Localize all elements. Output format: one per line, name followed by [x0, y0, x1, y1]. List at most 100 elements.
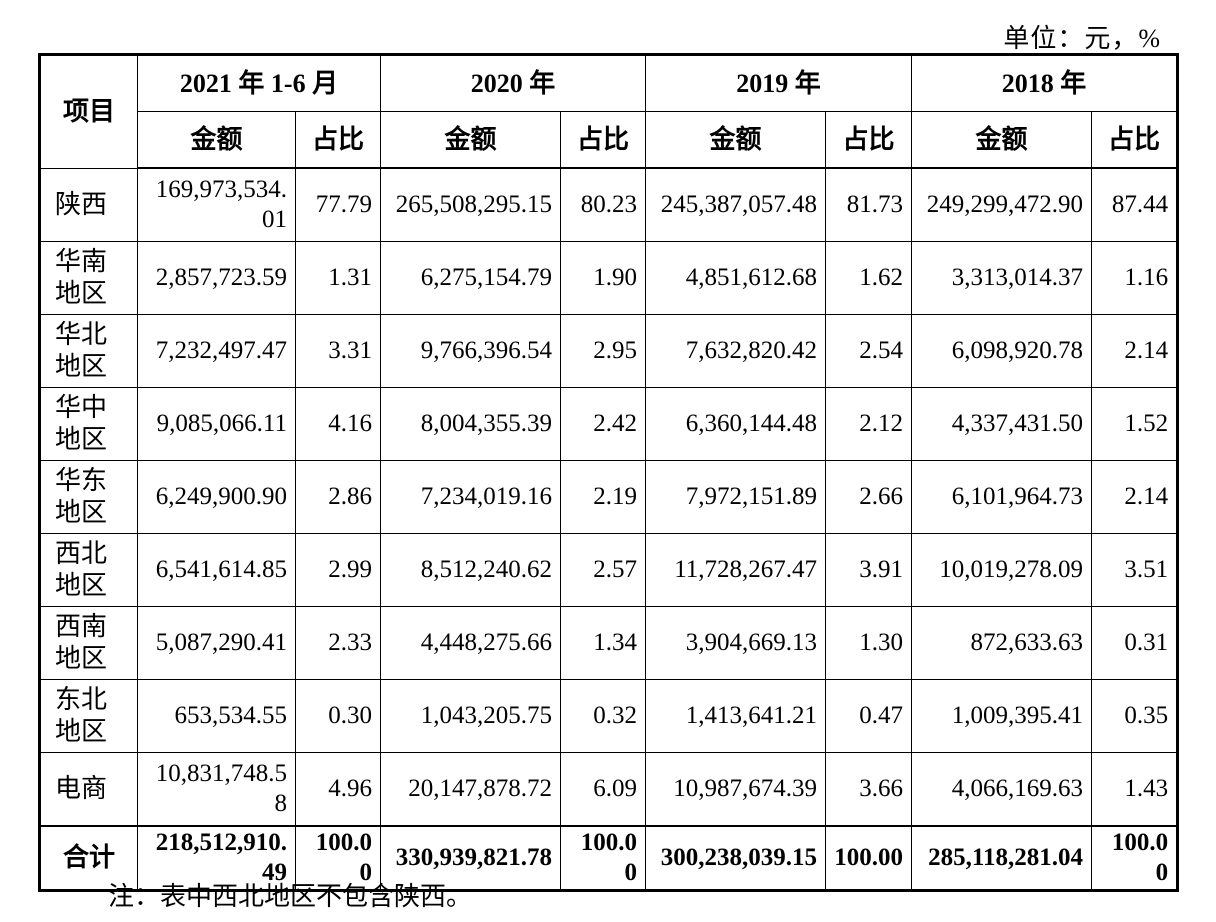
- ratio-header: 占比: [294, 111, 382, 169]
- table-row: 东北地区 653,534.55 0.30 1,043,205.75 0.32 1,413,…: [39, 679, 1179, 753]
- ratio-cell: 0.30: [294, 679, 382, 753]
- amount-cell: 4,448,275.66: [380, 606, 562, 680]
- ratio-cell: 3.91: [825, 533, 913, 607]
- amount-cell: 7,234,019.16: [380, 460, 562, 534]
- amount-cell: 1,413,641.21: [645, 679, 827, 753]
- amount-cell: 3,904,669.13: [645, 606, 827, 680]
- table-row: 西北地区 6,541,614.85 2.99 8,512,240.62 2.57 11,7…: [39, 533, 1179, 607]
- ratio-header: 占比: [560, 111, 647, 169]
- amount-cell: 285,118,281.04: [911, 825, 1093, 891]
- amount-cell: 9,766,396.54: [380, 314, 562, 388]
- amount-cell: 8,004,355.39: [380, 387, 562, 461]
- amount-header: 金额: [911, 111, 1093, 169]
- amount-cell: 5,087,290.41: [137, 606, 296, 680]
- amount-cell: 249,299,472.90: [911, 167, 1093, 242]
- ratio-header: 占比: [825, 111, 913, 169]
- table-row: 电商 10,831,748.58 4.96 20,147,878.72 6.09 10,9…: [39, 752, 1179, 827]
- ratio-cell: 2.19: [560, 460, 647, 534]
- amount-cell: 169,973,534.01: [137, 167, 296, 242]
- ratio-cell: 100.00: [825, 825, 913, 891]
- region-name: 陕西: [39, 167, 138, 242]
- ratio-cell: 2.14: [1091, 314, 1179, 388]
- period-header: 2018 年: [911, 54, 1179, 112]
- ratio-cell: 87.44: [1091, 167, 1179, 242]
- ratio-cell: 2.42: [560, 387, 647, 461]
- ratio-cell: 100.00: [294, 825, 382, 891]
- ratio-cell: 2.95: [560, 314, 647, 388]
- amount-header: 金额: [137, 111, 296, 169]
- ratio-cell: 2.33: [294, 606, 382, 680]
- amount-cell: 6,098,920.78: [911, 314, 1093, 388]
- amount-cell: 7,972,151.89: [645, 460, 827, 534]
- region-name: 西南地区: [39, 606, 138, 680]
- region-name: 华南地区: [39, 241, 138, 315]
- amount-cell: 872,633.63: [911, 606, 1093, 680]
- ratio-cell: 1.43: [1091, 752, 1179, 827]
- ratio-cell: 2.66: [825, 460, 913, 534]
- region-name: 东北地区: [39, 679, 138, 753]
- region-name: 西北地区: [39, 533, 138, 607]
- ratio-cell: 0.31: [1091, 606, 1179, 680]
- amount-cell: 1,043,205.75: [380, 679, 562, 753]
- amount-header: 金额: [645, 111, 827, 169]
- ratio-cell: 100.00: [1091, 825, 1179, 891]
- amount-cell: 2,857,723.59: [137, 241, 296, 315]
- ratio-cell: 1.52: [1091, 387, 1179, 461]
- amount-cell: 7,232,497.47: [137, 314, 296, 388]
- ratio-cell: 1.62: [825, 241, 913, 315]
- amount-cell: 245,387,057.48: [645, 167, 827, 242]
- period-header: 2019 年: [645, 54, 913, 112]
- region-name: 电商: [39, 752, 138, 827]
- amount-cell: 218,512,910.49: [137, 825, 296, 891]
- amount-cell: 265,508,295.15: [380, 167, 562, 242]
- amount-cell: 6,101,964.73: [911, 460, 1093, 534]
- table-note: 注：表中西北地区不包含陕西。: [108, 882, 473, 911]
- amount-cell: 10,831,748.58: [137, 752, 296, 827]
- table-row: 华北地区 7,232,497.47 3.31 9,766,396.54 2.95 7,63…: [39, 314, 1179, 388]
- item-header: 项目: [39, 54, 138, 169]
- amount-cell: 8,512,240.62: [380, 533, 562, 607]
- amount-cell: 6,249,900.90: [137, 460, 296, 534]
- amount-cell: 11,728,267.47: [645, 533, 827, 607]
- amount-cell: 10,019,278.09: [911, 533, 1093, 607]
- amount-header: 金额: [380, 111, 562, 169]
- total-row: 合计 218,512,910.49 100.00 330,939,821.78 100.…: [39, 825, 1179, 891]
- ratio-cell: 2.57: [560, 533, 647, 607]
- table-row: 陕西 169,973,534.01 77.79 265,508,295.15 80.23…: [39, 167, 1179, 242]
- amount-cell: 6,360,144.48: [645, 387, 827, 461]
- amount-cell: 10,987,674.39: [645, 752, 827, 827]
- ratio-cell: 1.34: [560, 606, 647, 680]
- table-row: 华南地区 2,857,723.59 1.31 6,275,154.79 1.90 4,85…: [39, 241, 1179, 315]
- table-row: 华中地区 9,085,066.11 4.16 8,004,355.39 2.42 6,36…: [39, 387, 1179, 461]
- ratio-cell: 1.30: [825, 606, 913, 680]
- amount-cell: 4,337,431.50: [911, 387, 1093, 461]
- ratio-cell: 1.31: [294, 241, 382, 315]
- region-name: 华中地区: [39, 387, 138, 461]
- table-row: 华东地区 6,249,900.90 2.86 7,234,019.16 2.19 7,97…: [39, 460, 1179, 534]
- ratio-cell: 77.79: [294, 167, 382, 242]
- period-header: 2021 年 1-6 月: [136, 54, 382, 112]
- amount-cell: 653,534.55: [137, 679, 296, 753]
- ratio-cell: 4.16: [294, 387, 382, 461]
- amount-cell: 3,313,014.37: [911, 241, 1093, 315]
- ratio-cell: 2.86: [294, 460, 382, 534]
- ratio-cell: 3.31: [294, 314, 382, 388]
- period-header: 2020 年: [380, 54, 647, 112]
- amount-cell: 330,939,821.78: [380, 825, 562, 891]
- amount-cell: 6,541,614.85: [137, 533, 296, 607]
- ratio-cell: 3.66: [825, 752, 913, 827]
- ratio-cell: 0.47: [825, 679, 913, 753]
- region-name: 华北地区: [39, 314, 138, 388]
- amount-cell: 300,238,039.15: [645, 825, 827, 891]
- amount-cell: 1,009,395.41: [911, 679, 1093, 753]
- ratio-cell: 0.32: [560, 679, 647, 753]
- ratio-cell: 4.96: [294, 752, 382, 827]
- ratio-cell: 2.54: [825, 314, 913, 388]
- ratio-cell: 2.99: [294, 533, 382, 607]
- ratio-cell: 80.23: [560, 167, 647, 242]
- total-label: 合计: [39, 825, 138, 891]
- ratio-cell: 3.51: [1091, 533, 1179, 607]
- sales-by-region-table: 项目 2021 年 1-6 月 2020 年 2019 年 2018 年 金额 …: [38, 53, 1180, 892]
- unit-label: 单位：元，%: [1003, 24, 1161, 53]
- region-name: 华东地区: [39, 460, 138, 534]
